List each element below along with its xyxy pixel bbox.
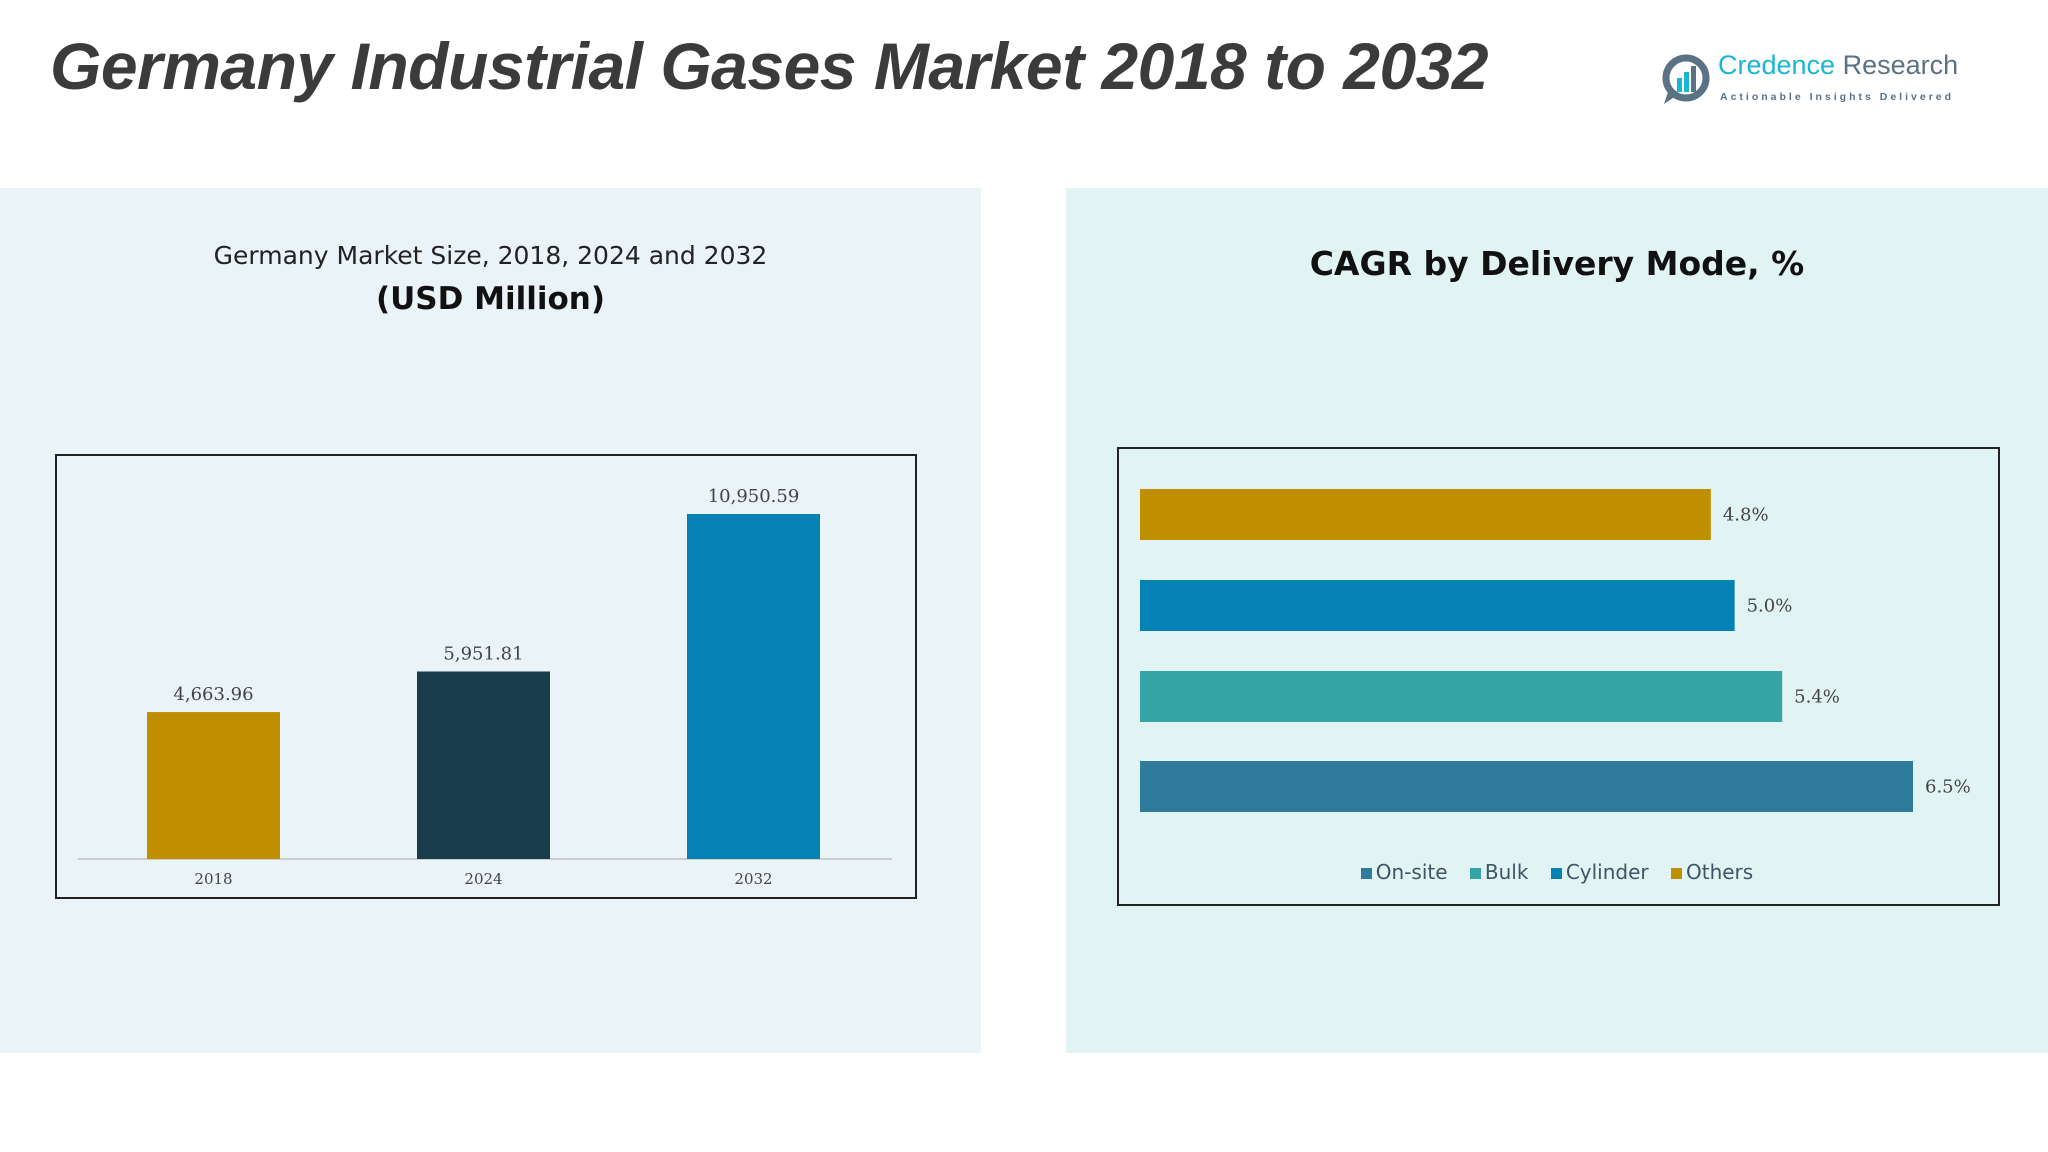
- page-title: Germany Industrial Gases Market 2018 to …: [50, 29, 1489, 103]
- legend-item-cylinder: Cylinder: [1550, 860, 1649, 884]
- bar-bulk: [1140, 671, 1783, 722]
- svg-text:Credence Research: Credence Research: [1718, 50, 1958, 80]
- right-chart-title: CAGR by Delivery Mode, %: [1309, 244, 1805, 283]
- legend: On-site Bulk Cylinder Others: [1066, 860, 2048, 884]
- value-label-others: 4.8%: [1723, 505, 1769, 526]
- bar-2024: [417, 671, 550, 859]
- left-chart-unit: (USD Million): [375, 281, 606, 317]
- legend-item-others: Others: [1670, 860, 1753, 884]
- logo: Credence Research Actionable Insights De…: [1660, 48, 2030, 114]
- value-label-2032: 10,950.59: [708, 486, 800, 507]
- legend-item-on-site: On-site: [1360, 860, 1448, 884]
- svg-text:Actionable Insights Delivered: Actionable Insights Delivered: [1720, 91, 1954, 103]
- x-tick-2024: 2024: [464, 870, 502, 888]
- bar-others: [1140, 489, 1711, 540]
- bar-cylinder: [1140, 580, 1735, 631]
- left-chart-title: Germany Market Size, 2018, 2024 and 2032: [213, 241, 768, 270]
- value-label-bulk: 5.4%: [1794, 687, 1840, 708]
- cagr-chart-frame: [1117, 447, 2000, 906]
- value-label-cylinder: 5.0%: [1747, 596, 1793, 617]
- x-tick-2032: 2032: [734, 870, 772, 888]
- value-label-on-site: 6.5%: [1925, 777, 1971, 798]
- bar-on-site: [1140, 761, 1913, 812]
- market-size-chart-frame: [55, 454, 917, 899]
- value-label-2024: 5,951.81: [443, 643, 523, 664]
- value-label-2018: 4,663.96: [173, 684, 253, 705]
- bar-2032: [687, 514, 820, 859]
- bar-2018: [147, 712, 280, 859]
- legend-item-bulk: Bulk: [1469, 860, 1528, 884]
- x-tick-2018: 2018: [194, 870, 232, 888]
- logo-icon: Credence Research Actionable Insights De…: [1662, 50, 1958, 104]
